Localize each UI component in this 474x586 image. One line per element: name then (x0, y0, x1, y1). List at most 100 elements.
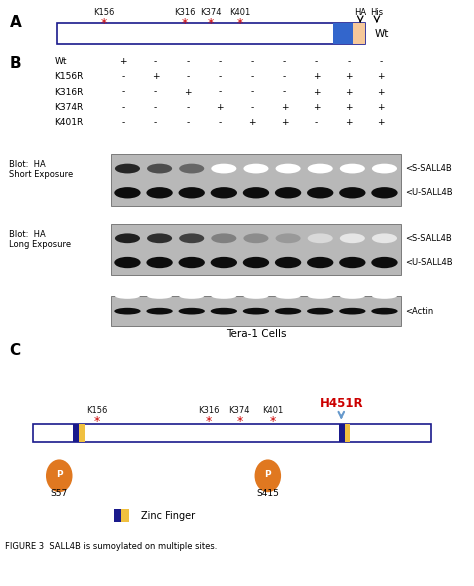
Text: K316R: K316R (55, 87, 84, 97)
Circle shape (255, 459, 281, 492)
Text: +: + (345, 87, 353, 97)
Text: K156: K156 (86, 406, 108, 415)
Text: +: + (377, 118, 385, 127)
Text: +: + (377, 103, 385, 112)
Text: +: + (345, 72, 353, 81)
Ellipse shape (371, 187, 398, 199)
Bar (333, 23, 353, 44)
Ellipse shape (340, 163, 365, 173)
Text: <U-SALL4B: <U-SALL4B (405, 258, 453, 267)
Ellipse shape (211, 163, 237, 173)
Ellipse shape (210, 308, 237, 315)
Text: -: - (380, 57, 383, 66)
Text: K401R: K401R (55, 118, 84, 127)
Ellipse shape (210, 257, 237, 268)
Bar (57, 23, 365, 44)
Text: Tera-1 Cells: Tera-1 Cells (226, 329, 286, 339)
Ellipse shape (340, 233, 365, 243)
Text: K401: K401 (229, 8, 250, 16)
Text: K374R: K374R (55, 103, 84, 112)
Ellipse shape (372, 233, 397, 243)
Bar (111, 296, 401, 326)
Ellipse shape (307, 187, 333, 199)
Text: -: - (315, 118, 318, 127)
Ellipse shape (244, 163, 268, 173)
Ellipse shape (275, 163, 301, 173)
Ellipse shape (275, 187, 301, 199)
Text: Wt: Wt (55, 57, 67, 66)
Ellipse shape (243, 187, 269, 199)
Text: +: + (184, 87, 191, 97)
Text: +: + (313, 87, 320, 97)
Bar (79, 424, 85, 442)
Text: H451R: H451R (319, 397, 363, 410)
Ellipse shape (115, 233, 140, 243)
Bar (111, 224, 401, 275)
Bar (73, 424, 79, 442)
Ellipse shape (179, 163, 204, 173)
Ellipse shape (275, 293, 301, 299)
Ellipse shape (179, 308, 205, 315)
Text: -: - (186, 72, 189, 81)
Text: +: + (377, 72, 385, 81)
Ellipse shape (340, 293, 365, 299)
Text: *: * (269, 415, 276, 428)
Ellipse shape (244, 233, 268, 243)
Text: C: C (9, 343, 20, 358)
Text: -: - (154, 57, 157, 66)
Ellipse shape (339, 187, 365, 199)
Text: *: * (94, 415, 100, 428)
Bar (33, 424, 431, 442)
Ellipse shape (371, 257, 398, 268)
Text: +: + (313, 103, 320, 112)
Ellipse shape (275, 233, 301, 243)
Bar (111, 154, 401, 206)
Text: +: + (216, 103, 224, 112)
Text: -: - (219, 118, 221, 127)
Text: K316: K316 (198, 406, 219, 415)
Text: K156: K156 (93, 8, 115, 16)
Text: Wt: Wt (374, 29, 389, 39)
Text: K156R: K156R (55, 72, 84, 81)
Text: +: + (152, 72, 159, 81)
Text: *: * (182, 17, 188, 30)
Ellipse shape (243, 257, 269, 268)
Text: P: P (56, 470, 63, 479)
Bar (345, 424, 350, 442)
Text: -: - (186, 57, 189, 66)
Text: *: * (101, 17, 108, 30)
Text: -: - (186, 118, 189, 127)
Ellipse shape (115, 163, 140, 173)
Ellipse shape (275, 257, 301, 268)
Text: <S-SALL4B: <S-SALL4B (405, 164, 452, 173)
Text: +: + (345, 103, 353, 112)
Ellipse shape (275, 308, 301, 315)
Text: -: - (347, 57, 350, 66)
Ellipse shape (308, 233, 333, 243)
Text: Zinc Finger: Zinc Finger (141, 510, 195, 521)
Text: -: - (315, 57, 318, 66)
Text: -: - (283, 72, 286, 81)
Text: -: - (251, 57, 254, 66)
Text: -: - (251, 72, 254, 81)
Text: P: P (264, 470, 271, 479)
Ellipse shape (372, 293, 397, 299)
Ellipse shape (243, 308, 269, 315)
Text: A: A (9, 15, 21, 30)
Ellipse shape (146, 257, 173, 268)
Text: His: His (370, 8, 383, 16)
Text: -: - (251, 87, 254, 97)
Text: -: - (122, 103, 125, 112)
Bar (114, 509, 121, 522)
Text: -: - (154, 118, 157, 127)
Text: K374: K374 (200, 8, 222, 16)
Text: -: - (122, 87, 125, 97)
Text: -: - (122, 72, 125, 81)
Ellipse shape (114, 308, 141, 315)
Ellipse shape (179, 257, 205, 268)
Ellipse shape (308, 293, 333, 299)
Circle shape (46, 459, 73, 492)
Text: Blot:  HA
Short Exposure: Blot: HA Short Exposure (9, 160, 74, 179)
Text: S57: S57 (51, 489, 68, 498)
Ellipse shape (114, 257, 141, 268)
